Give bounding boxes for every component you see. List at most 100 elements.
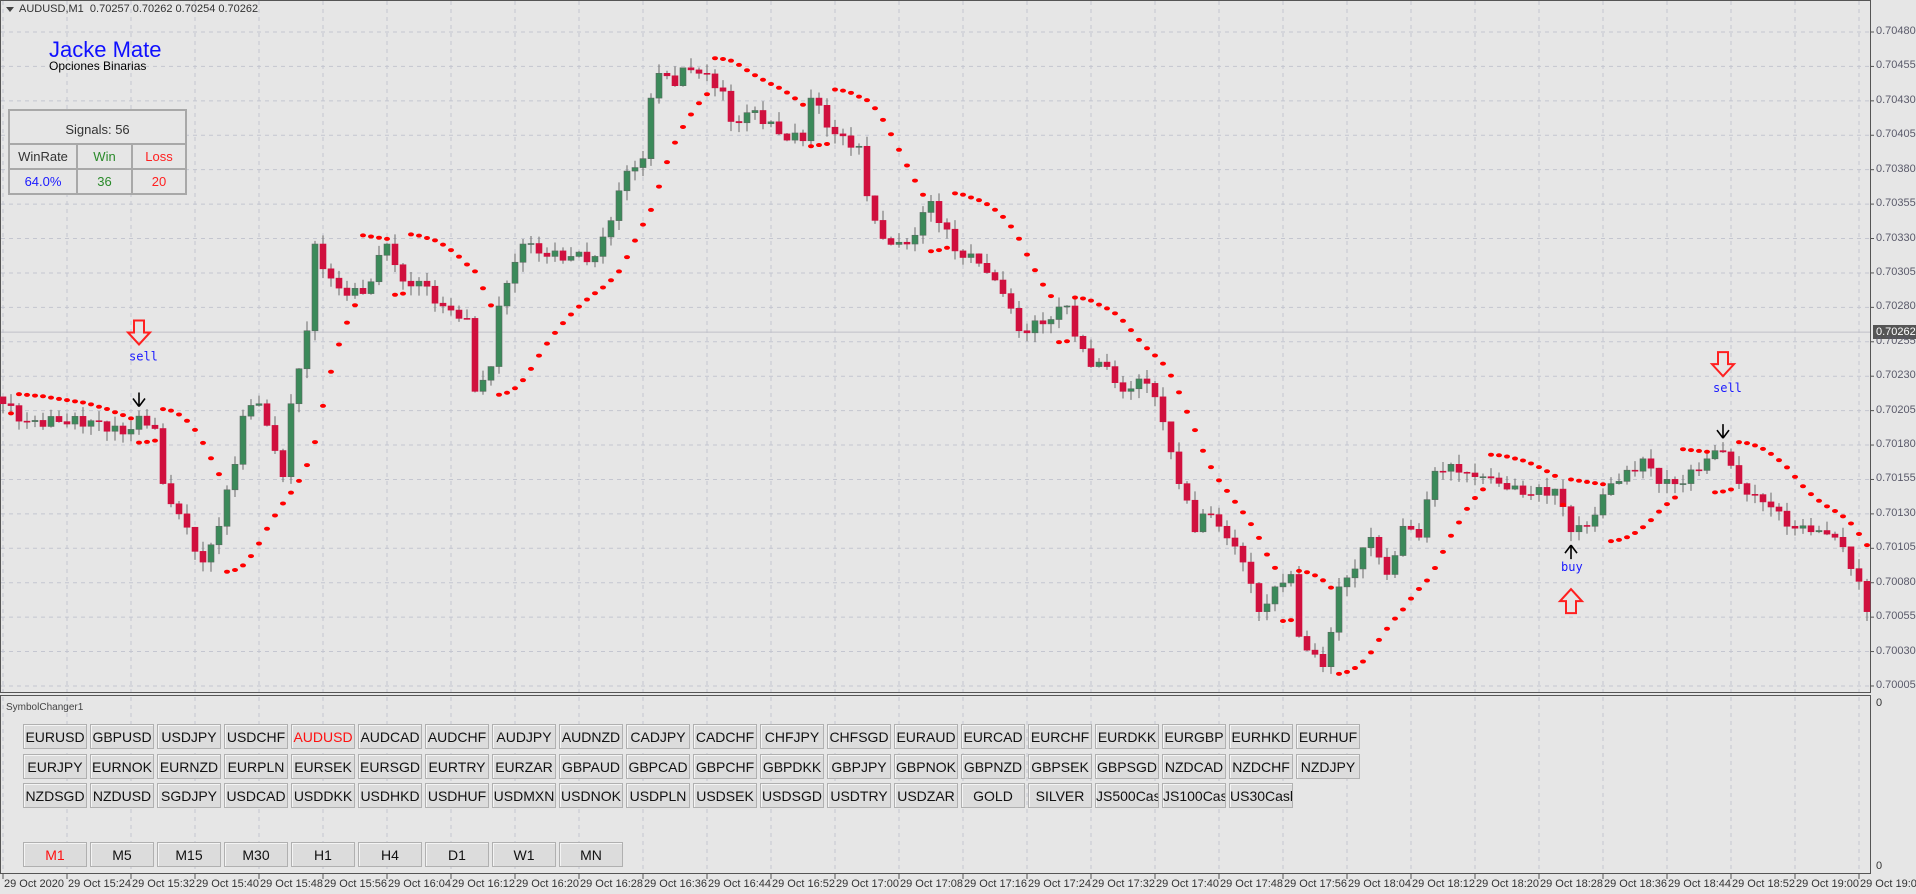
- symbol-button-nzdchf[interactable]: NZDCHF: [1229, 753, 1293, 779]
- timeframe-button-m30[interactable]: M30: [224, 842, 288, 867]
- symbol-button-eurtry[interactable]: EURTRY: [425, 753, 489, 779]
- bull-candle: [1399, 525, 1407, 556]
- symbol-button-usdpln[interactable]: USDPLN: [626, 783, 690, 808]
- timeframe-button-w1[interactable]: W1: [492, 842, 556, 867]
- symbol-button-gbpdkk[interactable]: GBPDKK: [760, 753, 824, 779]
- symbol-button-usdsgd[interactable]: USDSGD: [760, 783, 824, 808]
- symbol-button-chfjpy[interactable]: CHFJPY: [760, 724, 824, 749]
- symbol-button-usdhkd[interactable]: USDHKD: [358, 783, 422, 808]
- sar-dot: [1336, 671, 1342, 676]
- sar-dot: [912, 178, 918, 183]
- symbol-button-gbpcad[interactable]: GBPCAD: [626, 753, 690, 779]
- symbol-button-eurpln[interactable]: EURPLN: [224, 753, 288, 779]
- bear-candle: [1567, 506, 1575, 533]
- timeframe-button-h1[interactable]: H1: [291, 842, 355, 867]
- bear-candle: [1471, 472, 1479, 478]
- symbol-button-gbpjpy[interactable]: GBPJPY: [827, 753, 891, 779]
- symbol-button-cadchf[interactable]: CADCHF: [693, 724, 757, 749]
- symbol-button-usdmxn[interactable]: USDMXN: [492, 783, 556, 808]
- symbol-button-usddkk[interactable]: USDDKK: [291, 783, 355, 808]
- time-axis-label: 29 Oct 17:16: [964, 878, 1027, 890]
- timeframe-button-mn[interactable]: MN: [559, 842, 623, 867]
- timeframe-button-d1[interactable]: D1: [425, 842, 489, 867]
- symbol-button-silver[interactable]: SILVER: [1028, 783, 1092, 808]
- symbol-button-cadjpy[interactable]: CADJPY: [626, 724, 690, 749]
- timeframe-button-m15[interactable]: M15: [157, 842, 221, 867]
- symbol-button-gbpaud[interactable]: GBPAUD: [559, 753, 623, 779]
- sar-dot: [856, 94, 862, 99]
- symbol-button-usdtry[interactable]: USDTRY: [827, 783, 891, 808]
- sar-dot: [888, 132, 894, 137]
- bear-candle: [1655, 467, 1663, 484]
- bull-candle: [1367, 536, 1375, 548]
- sar-dot: [688, 112, 694, 117]
- timeframe-button-m1[interactable]: M1: [23, 842, 87, 867]
- symbol-button-nzdusd[interactable]: NZDUSD: [90, 783, 154, 808]
- symbol-button-gbpsek[interactable]: GBPSEK: [1028, 753, 1092, 779]
- symbol-button-us30cash[interactable]: US30Cash: [1229, 783, 1293, 808]
- symbol-button-eurdkk[interactable]: EURDKK: [1095, 724, 1159, 749]
- symbol-button-eurnok[interactable]: EURNOK: [90, 753, 154, 779]
- symbol-button-usdnok[interactable]: USDNOK: [559, 783, 623, 808]
- symbol-button-audchf[interactable]: AUDCHF: [425, 724, 489, 749]
- symbol-button-euraud[interactable]: EURAUD: [894, 724, 958, 749]
- symbol-button-audjpy[interactable]: AUDJPY: [492, 724, 556, 749]
- timeframe-button-m5[interactable]: M5: [90, 842, 154, 867]
- sar-dot: [648, 207, 654, 212]
- timeframe-button-h4[interactable]: H4: [358, 842, 422, 867]
- symbol-button-gbpchf[interactable]: GBPCHF: [693, 753, 757, 779]
- symbol-button-eurchf[interactable]: EURCHF: [1028, 724, 1092, 749]
- price-axis-label: 0.70455: [1876, 59, 1916, 72]
- symbol-button-js100cash[interactable]: JS100Cash: [1162, 783, 1226, 808]
- bear-candle: [1719, 450, 1727, 453]
- time-axis-label: 29 Oct 18:36: [1604, 878, 1667, 890]
- subwindow-title: SymbolChanger1: [6, 702, 84, 713]
- bull-candle: [87, 420, 95, 427]
- symbol-button-eurcad[interactable]: EURCAD: [961, 724, 1025, 749]
- symbol-button-gbpusd[interactable]: GBPUSD: [90, 724, 154, 749]
- bear-candle: [431, 285, 439, 304]
- symbol-button-usdjpy[interactable]: USDJPY: [157, 724, 221, 749]
- symbol-button-nzdcad[interactable]: NZDCAD: [1162, 753, 1226, 779]
- symbol-button-eursek[interactable]: EURSEK: [291, 753, 355, 779]
- symbol-button-eurzar[interactable]: EURZAR: [492, 753, 556, 779]
- symbol-button-usdcad[interactable]: USDCAD: [224, 783, 288, 808]
- symbol-button-sgdjpy[interactable]: SGDJPY: [157, 783, 221, 808]
- sar-dot: [1264, 552, 1270, 557]
- symbol-button-js500cash[interactable]: JS500Cash: [1095, 783, 1159, 808]
- symbol-button-eurnzd[interactable]: EURNZD: [157, 753, 221, 779]
- symbol-button-usdhuf[interactable]: USDHUF: [425, 783, 489, 808]
- sar-dot: [488, 303, 494, 308]
- bull-candle: [1279, 582, 1287, 588]
- symbol-button-gbpsgd[interactable]: GBPSGD: [1095, 753, 1159, 779]
- sar-dot: [936, 248, 942, 253]
- symbol-button-eurjpy[interactable]: EURJPY: [23, 753, 87, 779]
- sar-dot: [1112, 311, 1118, 316]
- symbol-button-eurhkd[interactable]: EURHKD: [1229, 724, 1293, 749]
- symbol-button-eurgbp[interactable]: EURGBP: [1162, 724, 1226, 749]
- sell-entry-arrow-icon: [132, 392, 146, 407]
- symbol-button-gold[interactable]: GOLD: [961, 783, 1025, 808]
- symbol-button-gbpnok[interactable]: GBPNOK: [894, 753, 958, 779]
- sar-dot: [904, 163, 910, 168]
- symbol-button-audusd[interactable]: AUDUSD: [291, 724, 355, 749]
- symbol-button-chfsgd[interactable]: CHFSGD: [827, 724, 891, 749]
- time-axis-label: 29 Oct 17:56: [1284, 878, 1347, 890]
- chart-menu-triangle-icon[interactable]: [6, 6, 14, 12]
- symbol-button-eursgd[interactable]: EURSGD: [358, 753, 422, 779]
- symbol-button-eurhuf[interactable]: EURHUF: [1296, 724, 1360, 749]
- symbol-button-nzdsgd[interactable]: NZDSGD: [23, 783, 87, 808]
- bull-candle: [1703, 458, 1711, 471]
- sar-dot: [168, 408, 174, 413]
- sar-dot: [1472, 496, 1478, 501]
- symbol-button-usdchf[interactable]: USDCHF: [224, 724, 288, 749]
- symbol-button-usdzar[interactable]: USDZAR: [894, 783, 958, 808]
- sar-dot: [768, 81, 774, 86]
- symbol-button-eurusd[interactable]: EURUSD: [23, 724, 87, 749]
- symbol-button-nzdjpy[interactable]: NZDJPY: [1296, 753, 1360, 779]
- symbol-button-audnzd[interactable]: AUDNZD: [559, 724, 623, 749]
- symbol-button-gbpnzd[interactable]: GBPNZD: [961, 753, 1025, 779]
- symbol-button-usdsek[interactable]: USDSEK: [693, 783, 757, 808]
- symbol-button-audcad[interactable]: AUDCAD: [358, 724, 422, 749]
